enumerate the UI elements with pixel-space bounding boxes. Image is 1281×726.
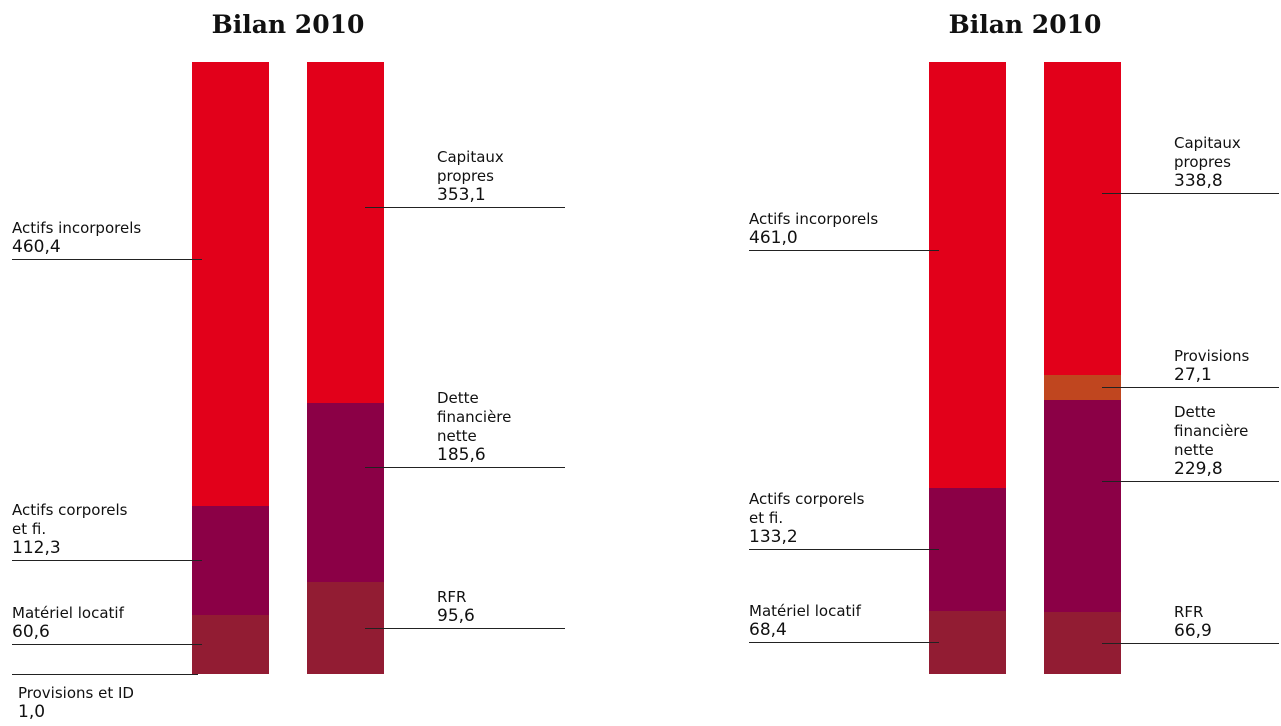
segment-value: 27,1 bbox=[1174, 365, 1212, 386]
segment-label: Provisions et ID 1,0 bbox=[18, 684, 138, 722]
segment-label: Dette financière nette 185,6 bbox=[437, 389, 542, 465]
segment-label: Actifs corporels et fi. 112,3 bbox=[12, 501, 142, 558]
segment-value: 133,2 bbox=[749, 527, 798, 548]
segment-label: Matériel locatif 60,6 bbox=[12, 604, 142, 642]
segment-name: Capitaux propres bbox=[437, 148, 504, 186]
chart-title: Bilan 2010 bbox=[211, 10, 365, 39]
segment-name: Provisions bbox=[1174, 347, 1250, 366]
segment-label: Provisions 27,1 bbox=[1174, 347, 1279, 385]
segment-value: 68,4 bbox=[749, 620, 787, 641]
segment-value: 338,8 bbox=[1174, 171, 1223, 192]
segment-label: Actifs corporels et fi. 133,2 bbox=[749, 490, 879, 547]
segment-name: Actifs incorporels bbox=[12, 219, 142, 238]
segment-value: 60,6 bbox=[12, 621, 50, 642]
bar-segment bbox=[192, 506, 269, 615]
leader-line bbox=[749, 249, 939, 251]
bar-segment bbox=[929, 487, 1006, 611]
segment-label: Capitaux propres 353,1 bbox=[437, 148, 542, 205]
bar-segment bbox=[929, 610, 1006, 674]
bar-segment bbox=[307, 62, 384, 403]
segment-label: Matériel locatif 68,4 bbox=[749, 602, 879, 640]
segment-name: RFR bbox=[437, 587, 467, 606]
segment-name: Dette financière nette bbox=[437, 389, 512, 446]
leader-line bbox=[1102, 481, 1279, 483]
leader-line bbox=[12, 643, 202, 645]
bar-segment bbox=[929, 62, 1006, 488]
segment-value: 95,6 bbox=[437, 605, 475, 626]
segment-name: Actifs incorporels bbox=[749, 209, 879, 228]
bar-segment bbox=[192, 673, 269, 674]
segment-value: 461,0 bbox=[749, 227, 798, 248]
segment-value: 66,9 bbox=[1174, 621, 1212, 642]
leader-line bbox=[12, 674, 198, 676]
segment-value: 1,0 bbox=[18, 702, 46, 723]
segment-value: 185,6 bbox=[437, 445, 486, 466]
bar-segment bbox=[192, 62, 269, 507]
segment-label: RFR 66,9 bbox=[1174, 603, 1279, 641]
segment-label: Actifs incorporels 461,0 bbox=[749, 210, 879, 248]
bar-segment bbox=[307, 581, 384, 674]
segment-name: Provisions et ID bbox=[18, 684, 134, 703]
leader-line bbox=[1102, 387, 1279, 389]
leader-line bbox=[12, 259, 202, 261]
leader-line bbox=[365, 467, 565, 469]
leader-line bbox=[749, 549, 939, 551]
segment-name: RFR bbox=[1174, 603, 1204, 622]
segment-name: Capitaux propres bbox=[1174, 134, 1241, 172]
segment-name: Matériel locatif bbox=[749, 602, 861, 621]
leader-line bbox=[1102, 643, 1279, 645]
segment-name: Matériel locatif bbox=[12, 603, 124, 622]
segment-name: Actifs corporels et fi. bbox=[12, 501, 128, 539]
segment-label: Actifs incorporels 460,4 bbox=[12, 219, 142, 257]
segment-name: Dette financière nette bbox=[1174, 403, 1249, 460]
bar-segment bbox=[1044, 62, 1121, 375]
segment-name: Actifs corporels et fi. bbox=[749, 490, 865, 528]
leader-line bbox=[365, 627, 565, 629]
bar-segment bbox=[1044, 374, 1121, 400]
leader-line bbox=[12, 560, 202, 562]
segment-value: 460,4 bbox=[12, 237, 61, 258]
chart-title: Bilan 2010 bbox=[948, 10, 1102, 39]
segment-value: 229,8 bbox=[1174, 459, 1223, 480]
segment-value: 353,1 bbox=[437, 185, 486, 206]
leader-line bbox=[365, 207, 565, 209]
segment-label: Capitaux propres 338,8 bbox=[1174, 134, 1279, 191]
leader-line bbox=[1102, 193, 1279, 195]
bar-segment bbox=[1044, 399, 1121, 613]
segment-label: RFR 95,6 bbox=[437, 588, 542, 626]
segment-label: Dette financière nette 229,8 bbox=[1174, 403, 1279, 479]
bar-segment bbox=[307, 402, 384, 582]
leader-line bbox=[749, 642, 939, 644]
segment-value: 112,3 bbox=[12, 538, 61, 559]
bar-segment bbox=[192, 614, 269, 674]
